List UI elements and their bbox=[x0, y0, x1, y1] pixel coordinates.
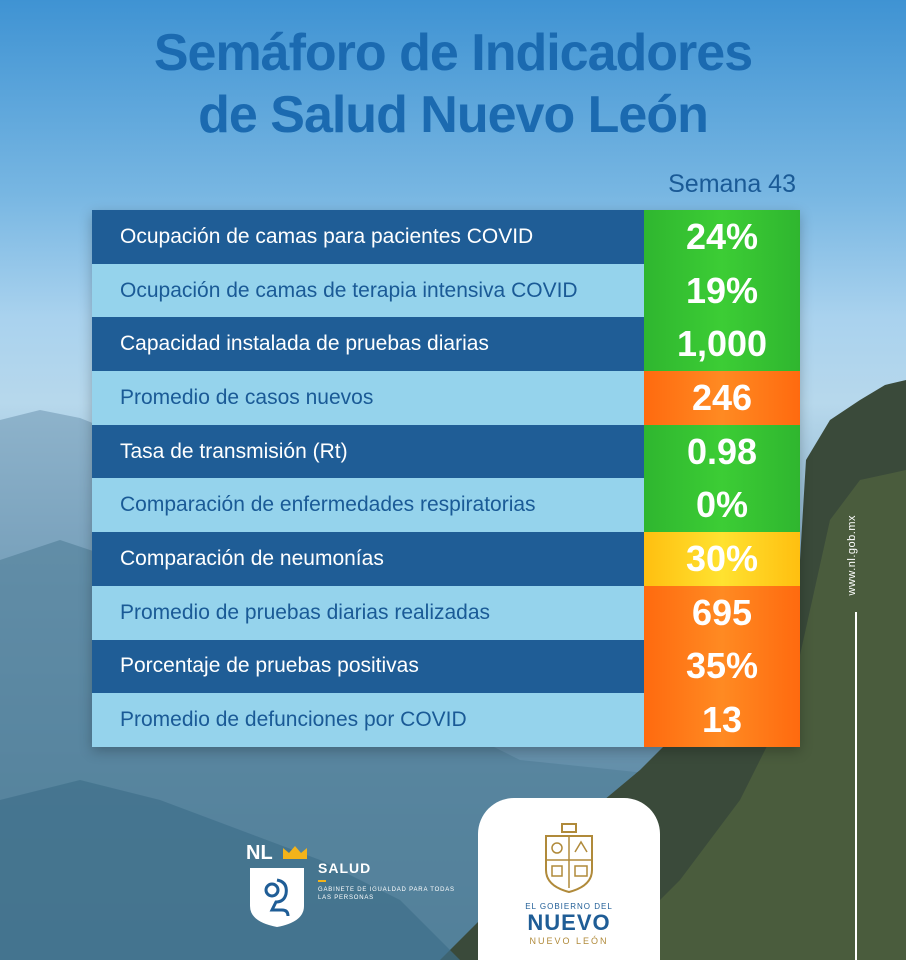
indicator-label: Ocupación de camas de terapia intensiva … bbox=[92, 263, 644, 318]
nl-logo-text: NL bbox=[246, 842, 273, 864]
indicator-label: Promedio de defunciones por COVID bbox=[92, 693, 644, 747]
website-url: www.nl.gob.mx bbox=[846, 515, 858, 596]
indicator-label: Porcentaje de pruebas positivas bbox=[92, 639, 644, 694]
salud-logo-subtitle: GABINETE DE IGUALDAD PARA TODAS LAS PERS… bbox=[318, 887, 455, 901]
indicator-label: Tasa de transmisión (Rt) bbox=[92, 424, 644, 479]
indicator-row: Comparación de enfermedades respiratoria… bbox=[92, 478, 800, 533]
indicator-row: Promedio de defunciones por COVID 13 bbox=[92, 693, 800, 747]
title-line-1: Semáforo de Indicadores bbox=[153, 24, 753, 82]
indicator-value: 1,000 bbox=[644, 317, 800, 372]
indicator-value: 35% bbox=[644, 639, 800, 694]
indicator-value: 24% bbox=[644, 210, 800, 264]
crown-icon bbox=[283, 846, 307, 859]
shield-icon bbox=[250, 868, 304, 927]
week-label: Semana 43 bbox=[668, 170, 796, 198]
indicator-value: 19% bbox=[644, 263, 800, 318]
vertical-divider bbox=[855, 612, 857, 960]
indicator-label: Comparación de neumonías bbox=[92, 532, 644, 586]
indicator-row: Ocupación de camas para pacientes COVID … bbox=[92, 210, 800, 264]
indicator-row: Promedio de pruebas diarias realizadas 6… bbox=[92, 585, 800, 640]
government-logo-big-text: NUEVO bbox=[527, 910, 611, 935]
indicator-value: 0% bbox=[644, 478, 800, 533]
indicator-label: Capacidad instalada de pruebas diarias bbox=[92, 317, 644, 372]
indicator-value: 30% bbox=[644, 532, 800, 586]
indicator-label: Ocupación de camas para pacientes COVID bbox=[92, 210, 644, 264]
government-logo-card: EL GOBIERNO DEL NUEVO NUEVO LEÓN bbox=[478, 798, 660, 960]
indicators-table: Ocupación de camas para pacientes COVID … bbox=[92, 210, 800, 747]
nl-salud-logo: NL SALUD GABINETE DE IGUALDAD PARA TODAS… bbox=[246, 840, 454, 940]
indicator-row: Porcentaje de pruebas positivas 35% bbox=[92, 639, 800, 694]
indicator-label: Promedio de pruebas diarias realizadas bbox=[92, 585, 644, 640]
indicator-row: Ocupación de camas de terapia intensiva … bbox=[92, 263, 800, 318]
indicator-label: Comparación de enfermedades respiratoria… bbox=[92, 478, 644, 533]
indicator-value: 246 bbox=[644, 371, 800, 425]
indicator-value: 13 bbox=[644, 693, 800, 747]
indicator-value: 695 bbox=[644, 585, 800, 640]
indicator-row: Tasa de transmisión (Rt) 0.98 bbox=[92, 424, 800, 479]
government-logo-subtitle: NUEVO LEÓN bbox=[529, 936, 609, 946]
page-title: Semáforo de Indicadores de Salud Nuevo L… bbox=[0, 22, 906, 146]
state-crest-icon bbox=[545, 823, 593, 894]
indicator-row: Comparación de neumonías 30% bbox=[92, 532, 800, 586]
indicator-label: Promedio de casos nuevos bbox=[92, 371, 644, 425]
salud-accent-bar bbox=[318, 880, 326, 882]
salud-logo-text: SALUD bbox=[318, 860, 372, 876]
indicator-row: Capacidad instalada de pruebas diarias 1… bbox=[92, 317, 800, 372]
government-logo-small-text: EL GOBIERNO DEL bbox=[525, 902, 613, 911]
title-line-2: de Salud Nuevo León bbox=[198, 86, 709, 144]
indicator-value: 0.98 bbox=[644, 424, 800, 479]
indicator-row: Promedio de casos nuevos 246 bbox=[92, 371, 800, 425]
